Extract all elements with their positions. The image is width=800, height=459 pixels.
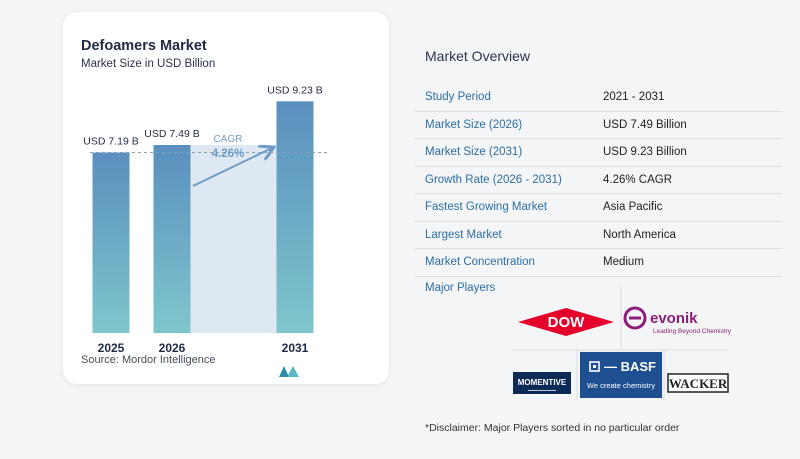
overview-value: USD 9.23 Billion: [603, 146, 687, 159]
cagr-label: CAGR: [214, 134, 243, 145]
players-title: Major Players: [425, 282, 496, 294]
category-label: 2031: [282, 341, 309, 355]
overview-key: Fastest Growing Market: [425, 201, 548, 214]
cagr-arrow: [192, 148, 272, 187]
category-label: 2025: [98, 341, 125, 355]
overview-key: Growth Rate (2026 - 2031): [425, 173, 562, 186]
evonik-logo: evonik Leading Beyond Chemistry: [623, 306, 732, 335]
svg-text:Leading Beyond Chemistry: Leading Beyond Chemistry: [653, 328, 732, 335]
chart-title: Defoamers Market: [81, 38, 207, 54]
overview-value: Medium: [603, 256, 644, 269]
overview-key: Market Size (2031): [425, 146, 523, 159]
value-label: USD 9.23 B: [267, 84, 322, 96]
svg-text:evonik: evonik: [650, 310, 698, 327]
overview-table: Study Period 2021 - 2031 Market Size (2026…: [415, 84, 783, 277]
overview-value: Asia Pacific: [603, 201, 663, 214]
overview-value: North America: [603, 228, 676, 241]
source-text: Source: Mordor Intelligence: [81, 354, 216, 366]
overview-value: 2021 - 2031: [603, 91, 665, 104]
bar-2031: [276, 101, 314, 334]
svg-text:▬▬▬▬▬▬▬▬: ▬▬▬▬▬▬▬▬: [528, 388, 557, 392]
svg-text:WACKER: WACKER: [669, 376, 728, 391]
svg-text:We create chemistry: We create chemistry: [587, 381, 655, 390]
disclaimer: *Disclaimer: Major Players sorted in no …: [425, 422, 680, 434]
overview-row: Market Size (2031) USD 9.23 Billion: [415, 139, 783, 167]
overview-row: Growth Rate (2026 - 2031) 4.26% CAGR: [415, 167, 783, 194]
overview-row: Largest Market North America: [415, 222, 783, 249]
momentive-logo: MOMENTIVE ▬▬▬▬▬▬▬▬: [513, 372, 571, 394]
chart-subtitle: Market Size in USD Billion: [81, 58, 216, 70]
mordor-logo-icon: [279, 366, 299, 377]
category-label: 2026: [159, 341, 186, 355]
overview-key: Largest Market: [425, 228, 502, 241]
overview-row: Fastest Growing Market Asia Pacific: [415, 194, 783, 222]
bar-2026: [153, 145, 191, 333]
svg-text:MOMENTIVE: MOMENTIVE: [518, 378, 567, 387]
svg-text:— BASF: — BASF: [604, 359, 656, 374]
dow-logo: DOW: [518, 308, 614, 336]
overview-key: Market Size (2026): [425, 118, 523, 131]
basf-logo: — BASF We create chemistry: [580, 352, 662, 398]
overview-row: Market Concentration Medium: [415, 249, 783, 277]
cagr-value: 4.26%: [212, 148, 245, 160]
overview-value: USD 7.49 Billion: [603, 118, 687, 131]
growth-band: [190, 145, 277, 333]
value-label: USD 7.49 B: [144, 128, 199, 140]
bar-2025: [92, 152, 130, 333]
value-label: USD 7.19 B: [83, 136, 138, 148]
overview-value: 4.26% CAGR: [603, 173, 673, 186]
overview-title: Market Overview: [425, 48, 531, 64]
overview-row: Market Size (2026) USD 7.49 Billion: [415, 112, 783, 139]
wacker-logo: WACKER: [667, 373, 729, 393]
overview-row: Study Period 2021 - 2031: [415, 84, 783, 112]
svg-text:DOW: DOW: [548, 314, 586, 331]
overview-key: Market Concentration: [425, 256, 535, 269]
overview-key: Study Period: [425, 91, 491, 104]
